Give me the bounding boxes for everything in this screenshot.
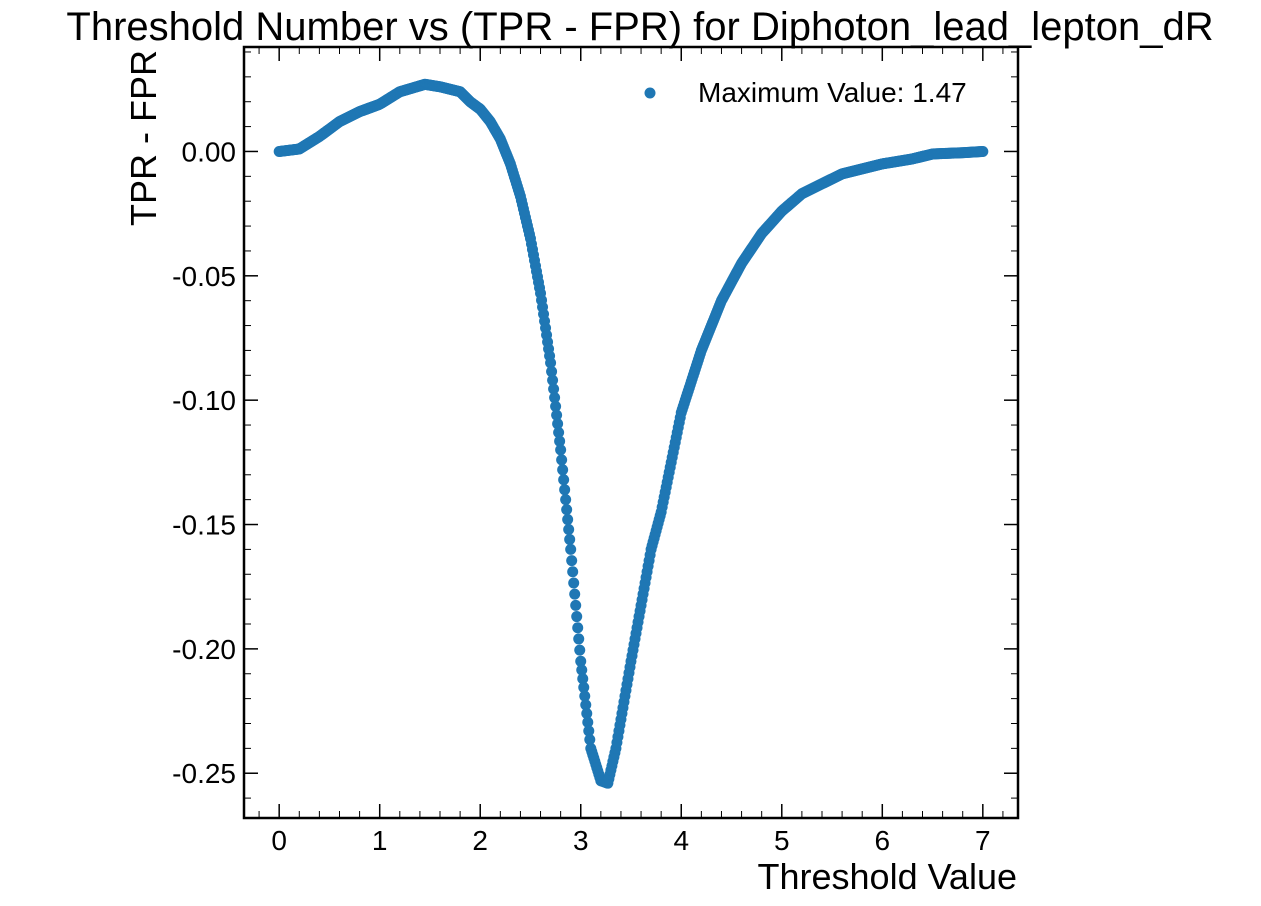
data-point: [581, 708, 593, 720]
chart-title: Threshold Number vs (TPR - FPR) for Diph…: [66, 5, 1213, 49]
data-point: [576, 664, 588, 676]
data-point: [554, 435, 566, 447]
x-tick-label: 0: [271, 825, 287, 856]
y-axis-label: TPR - FPR: [123, 50, 164, 226]
data-point: [545, 357, 557, 369]
plot-frame: [242, 45, 1020, 820]
y-tick-label: -0.25: [172, 758, 236, 789]
y-tick-label: -0.20: [172, 634, 236, 665]
data-point: [546, 366, 558, 378]
x-tick-label: 3: [573, 825, 589, 856]
data-point: [558, 474, 570, 486]
data-point: [550, 400, 562, 412]
data-point: [572, 622, 584, 634]
x-tick-label: 6: [875, 825, 891, 856]
data-point: [580, 699, 592, 711]
data-point: [568, 577, 580, 589]
data-point: [557, 464, 569, 476]
data-point: [574, 644, 586, 656]
data-points: [273, 78, 989, 789]
legend: Maximum Value: 1.47: [644, 77, 967, 108]
data-point: [584, 734, 596, 746]
x-tick-label: 5: [774, 825, 790, 856]
data-point: [552, 418, 564, 430]
data-point: [555, 444, 567, 456]
data-point: [559, 484, 571, 496]
data-point: [977, 145, 989, 157]
data-point: [556, 454, 568, 466]
y-tick-label: -0.15: [172, 510, 236, 541]
data-point: [561, 504, 573, 516]
data-point: [573, 633, 585, 645]
axis-ticks: 0 1 2 3 4 5 6 7 0.00 -0.05 -0.10 -0.15 -0.20 -0.25: [172, 47, 1018, 856]
data-point: [570, 599, 582, 611]
data-point: [567, 566, 579, 578]
y-tick-label: -0.10: [172, 385, 236, 416]
x-tick-label: 1: [372, 825, 388, 856]
legend-label: Maximum Value: 1.47: [698, 77, 967, 108]
data-point: [563, 524, 575, 535]
x-tick-label: 7: [975, 825, 991, 856]
data-point: [579, 690, 591, 702]
legend-marker: [644, 87, 656, 99]
x-tick-label: 2: [472, 825, 488, 856]
x-tick-label: 4: [673, 825, 689, 856]
data-point: [564, 533, 576, 545]
x-axis-label: Threshold Value: [758, 856, 1018, 897]
data-point: [582, 716, 594, 728]
data-point: [583, 725, 595, 737]
data-point: [548, 383, 560, 395]
data-point: [578, 681, 590, 693]
data-point: [577, 673, 589, 685]
data-point: [565, 543, 577, 555]
data-point: [560, 494, 572, 506]
y-tick-label: -0.05: [172, 261, 236, 292]
y-tick-label: 0.00: [182, 136, 237, 167]
data-point: [551, 409, 563, 421]
data-point: [569, 588, 581, 600]
data-point: [553, 427, 565, 438]
data-point: [571, 611, 583, 623]
data-point: [566, 555, 578, 567]
data-point: [549, 392, 561, 404]
data-point: [547, 374, 559, 386]
data-point: [562, 514, 574, 526]
data-point: [575, 655, 587, 667]
